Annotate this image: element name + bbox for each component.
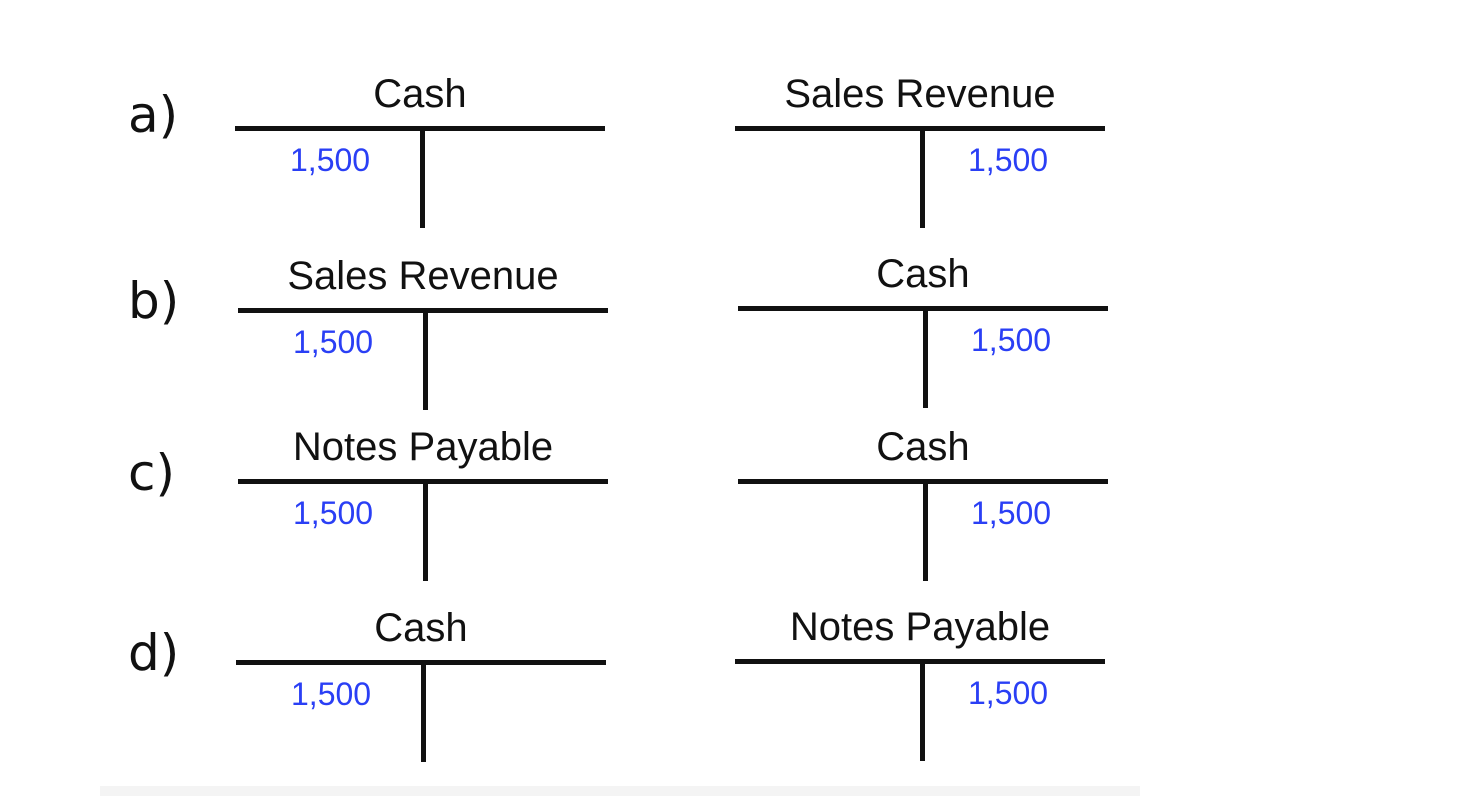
t-account-title: Cash: [374, 606, 468, 650]
debit-amount: 1,500: [290, 142, 371, 178]
option-a-left-t-account: Cash 1,500: [235, 74, 605, 234]
credit-amount: 1,500: [971, 322, 1052, 358]
t-account-divider: [423, 310, 428, 410]
t-account-title: Notes Payable: [292, 425, 554, 469]
t-account-divider: [423, 481, 428, 581]
t-account-divider: [920, 661, 925, 761]
debit-amount: 1,500: [293, 324, 374, 360]
t-account-title: Sales Revenue: [784, 72, 1056, 116]
option-c-left-t-account: Notes Payable 1,500: [238, 427, 608, 587]
credit-amount: 1,500: [968, 675, 1049, 711]
option-a-label: a): [128, 86, 179, 144]
t-account-divider: [920, 128, 925, 228]
option-c-right-t-account: Cash 1,500: [738, 427, 1108, 587]
option-b-right-t-account: Cash 1,500: [738, 254, 1108, 414]
debit-amount: 1,500: [293, 495, 374, 531]
t-account-divider: [923, 308, 928, 408]
debit-amount: 1,500: [291, 676, 372, 712]
t-account-title: Cash: [876, 252, 970, 296]
option-c-label: c): [128, 444, 175, 502]
t-account-title: Cash: [876, 425, 970, 469]
t-account-divider: [421, 662, 426, 762]
option-d-label: d): [128, 624, 180, 682]
credit-amount: 1,500: [971, 495, 1052, 531]
credit-amount: 1,500: [968, 142, 1049, 178]
bottom-edge-shade: [100, 786, 1140, 796]
t-account-divider: [420, 128, 425, 228]
t-account-divider: [923, 481, 928, 581]
option-d-right-t-account: Notes Payable 1,500: [735, 607, 1105, 767]
option-a-right-t-account: Sales Revenue 1,500: [735, 74, 1105, 234]
option-b-left-t-account: Sales Revenue 1,500: [238, 256, 608, 416]
t-account-title: Cash: [373, 72, 467, 116]
t-account-title: Sales Revenue: [287, 254, 559, 298]
option-b-label: b): [128, 272, 180, 330]
option-d-left-t-account: Cash 1,500: [236, 608, 606, 768]
t-account-title: Notes Payable: [789, 605, 1051, 649]
